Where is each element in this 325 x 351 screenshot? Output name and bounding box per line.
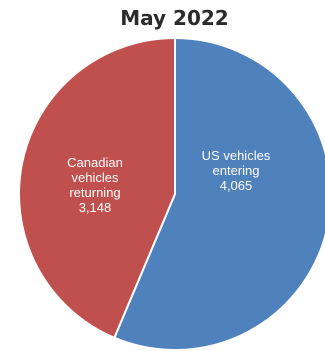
slice-label-canadian-vehicles-returning: Canadian vehicles returning 3,148 xyxy=(67,155,123,215)
slice-label-us-vehicles-entering: US vehicles entering 4,065 xyxy=(202,148,271,193)
chart-title: May 2022 xyxy=(120,6,229,30)
pie-slice-us-vehicles-entering xyxy=(113,36,325,351)
pie-slice-canadian-vehicles-returning xyxy=(18,36,176,340)
